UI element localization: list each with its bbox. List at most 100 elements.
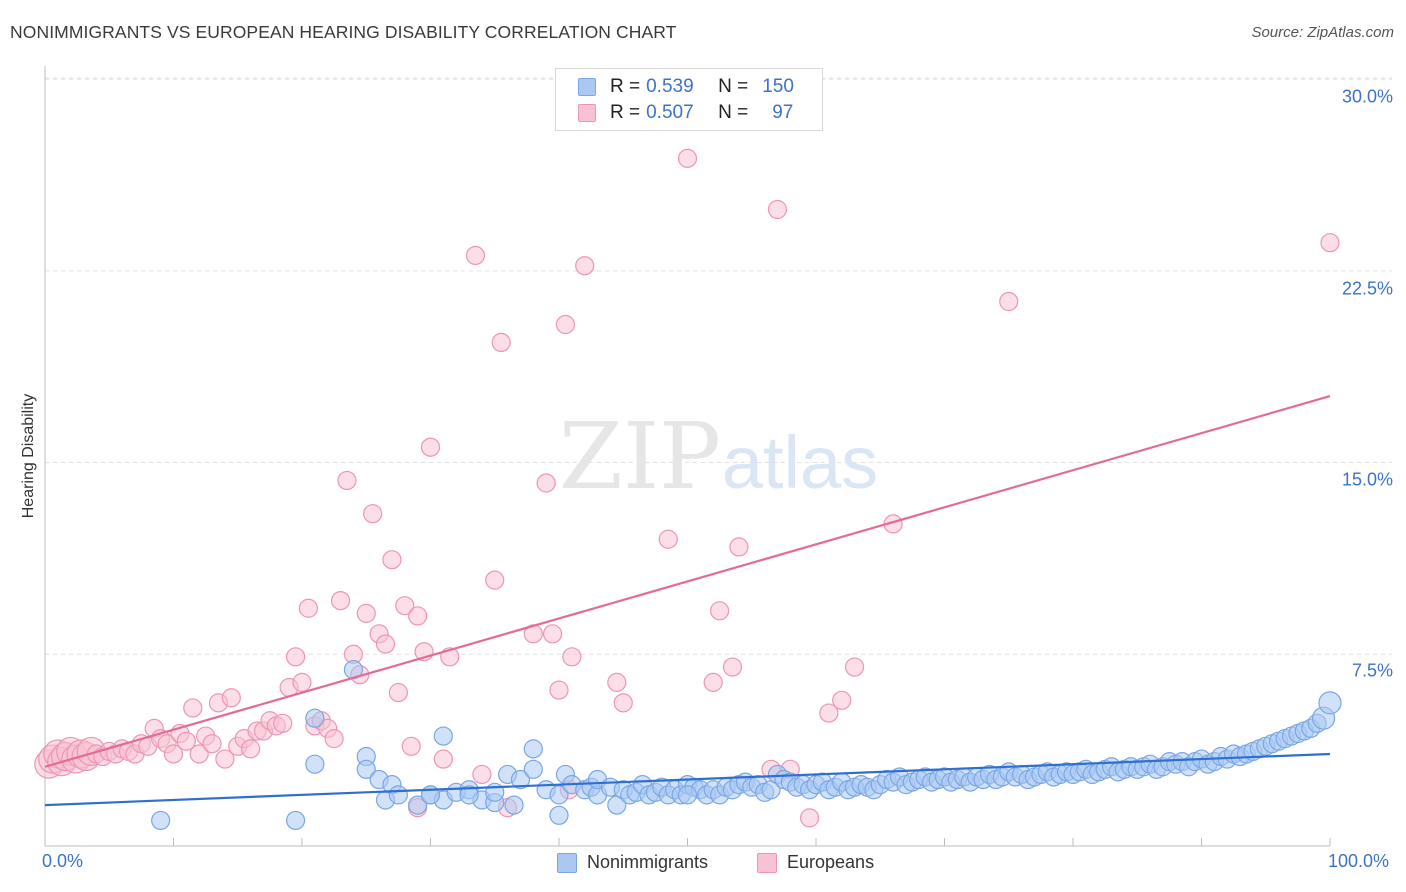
data-point [658, 529, 678, 549]
legend-n-value: 150 [762, 76, 794, 97]
data-point [555, 314, 576, 335]
data-point [722, 657, 743, 677]
data-point [491, 332, 511, 353]
data-point [356, 759, 376, 779]
legend-r-value: 0.507 [646, 102, 694, 123]
bottom-legend-label: Europeans [787, 852, 875, 872]
data-point [273, 713, 293, 733]
data-point [523, 759, 543, 779]
watermark-atlas: atlas [722, 421, 878, 504]
data-point [613, 693, 633, 713]
data-point [1318, 691, 1342, 715]
data-point [292, 672, 312, 692]
data-point [767, 199, 788, 220]
data-point [536, 473, 556, 493]
bottom-legend-nonimmigrants: Nonimmigrants [557, 852, 708, 873]
data-point [465, 245, 486, 266]
data-point [337, 470, 357, 491]
data-point [549, 680, 569, 700]
data-point [285, 810, 306, 831]
data-point [151, 810, 171, 831]
data-point [819, 703, 839, 723]
data-point [363, 504, 383, 524]
data-point [189, 744, 209, 764]
legend-r-label: R = [610, 102, 641, 123]
data-point [703, 672, 723, 692]
data-point [607, 672, 627, 692]
y-tick-label-22-5: 22.5% [1341, 278, 1393, 299]
correlation-legend: R = 0.539 N = 150 R = 0.507 N = 97 [555, 68, 823, 131]
data-point [202, 734, 222, 754]
bottom-legend-swatch-pink [757, 852, 777, 873]
data-point [356, 603, 376, 623]
legend-row-europeans: R = 0.507 N = 97 [578, 101, 793, 125]
data-point [1320, 233, 1340, 253]
data-point [298, 598, 319, 618]
legend-row-nonimmigrants: R = 0.539 N = 150 [578, 75, 794, 99]
data-point [504, 795, 524, 815]
data-point [472, 764, 492, 785]
data-point [485, 570, 505, 590]
data-point [542, 624, 563, 644]
data-point [330, 590, 351, 611]
data-point [388, 683, 408, 703]
data-point [510, 769, 531, 790]
data-point [401, 736, 421, 756]
watermark-zip: ZIP [559, 403, 721, 510]
y-tick-label-30: 30.0% [1341, 86, 1393, 107]
data-point [999, 291, 1019, 312]
data-point [388, 785, 408, 805]
data-point [285, 647, 306, 667]
nonimmigrants-trend-line [44, 752, 1331, 807]
chart-title: NONIMMIGRANTS VS EUROPEAN HEARING DISABI… [10, 22, 677, 42]
data-point [433, 749, 453, 769]
europeans-trend-line [44, 395, 1331, 768]
data-point [710, 601, 730, 621]
legend-n-value: 97 [772, 102, 794, 123]
x-tick-label-100: 100.0% [1328, 851, 1390, 871]
legend-swatch-blue [578, 78, 596, 96]
y-tick-label-7-5: 7.5% [1351, 660, 1393, 681]
bottom-legend-swatch-blue [557, 852, 577, 873]
data-point [677, 785, 698, 805]
data-point [433, 726, 453, 746]
data-point [183, 698, 203, 718]
nonimmigrants-points [151, 660, 1342, 831]
gridlines [45, 77, 1392, 655]
data-point [215, 749, 235, 769]
legend-swatch-pink [578, 104, 596, 122]
watermark: ZIP atlas [559, 403, 878, 510]
trend-lines [44, 395, 1331, 807]
data-point [523, 739, 543, 759]
data-point [241, 739, 261, 759]
legend-n-label: N = [718, 102, 749, 123]
data-point [729, 537, 749, 557]
data-point [799, 808, 820, 828]
data-point [844, 657, 865, 677]
data-point [408, 795, 428, 815]
data-point [324, 729, 344, 749]
data-point [408, 606, 428, 626]
bottom-legend-europeans: Europeans [757, 852, 874, 873]
x-tick-label-0: 0.0% [42, 851, 84, 871]
y-tick-label-15: 15.0% [1341, 469, 1393, 490]
y-axis-label: Hearing Disability [20, 393, 37, 519]
data-point [382, 550, 402, 570]
data-point [549, 785, 569, 805]
data-point [305, 754, 325, 774]
source-label: Source: ZipAtlas.com [1251, 24, 1394, 41]
bottom-legend-label: Nonimmigrants [587, 852, 709, 872]
data-point [176, 731, 196, 751]
data-point [677, 148, 698, 168]
data-point [375, 634, 396, 654]
data-point [395, 596, 415, 616]
data-point [163, 744, 184, 764]
data-point [562, 647, 582, 667]
legend-n-label: N = [718, 76, 749, 97]
legend-r-label: R = [610, 76, 641, 97]
data-point [420, 437, 441, 457]
data-point [549, 805, 569, 825]
legend-r-value: 0.539 [646, 76, 694, 97]
data-point [305, 708, 325, 728]
